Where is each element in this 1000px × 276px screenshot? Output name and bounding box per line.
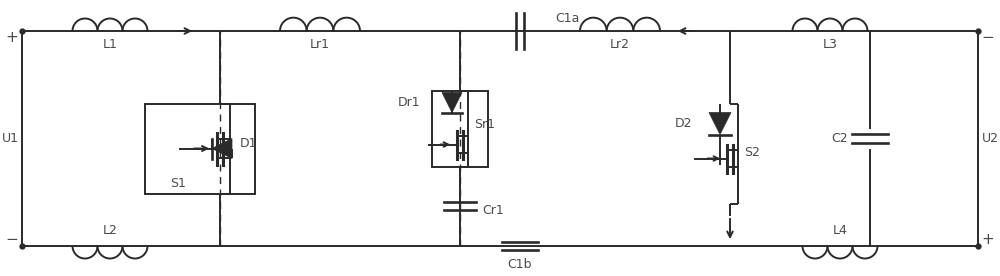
- Bar: [145, 104, 255, 193]
- Text: Lr2: Lr2: [610, 38, 630, 52]
- Text: Cr1: Cr1: [482, 204, 504, 217]
- Text: L2: L2: [103, 224, 117, 237]
- Text: Lr1: Lr1: [310, 38, 330, 52]
- Text: C1b: C1b: [508, 258, 532, 270]
- Text: L4: L4: [833, 224, 847, 237]
- Bar: [432, 91, 488, 166]
- Text: Dr1: Dr1: [397, 96, 420, 109]
- Polygon shape: [442, 92, 462, 113]
- Text: +: +: [982, 232, 994, 248]
- Polygon shape: [709, 113, 731, 134]
- Text: +: +: [6, 30, 18, 44]
- Text: L3: L3: [823, 38, 837, 52]
- Text: D2: D2: [674, 117, 692, 130]
- Polygon shape: [212, 139, 232, 158]
- Text: U1: U1: [2, 132, 18, 145]
- Text: S2: S2: [744, 146, 760, 159]
- Text: C1a: C1a: [555, 12, 579, 25]
- Text: L1: L1: [103, 38, 117, 52]
- Text: Sr1: Sr1: [474, 118, 495, 131]
- Text: D1: D1: [240, 137, 258, 150]
- Text: −: −: [6, 232, 18, 248]
- Text: −: −: [982, 30, 994, 44]
- Text: C2: C2: [831, 132, 848, 145]
- Text: U2: U2: [982, 132, 998, 145]
- Text: S1: S1: [170, 177, 186, 190]
